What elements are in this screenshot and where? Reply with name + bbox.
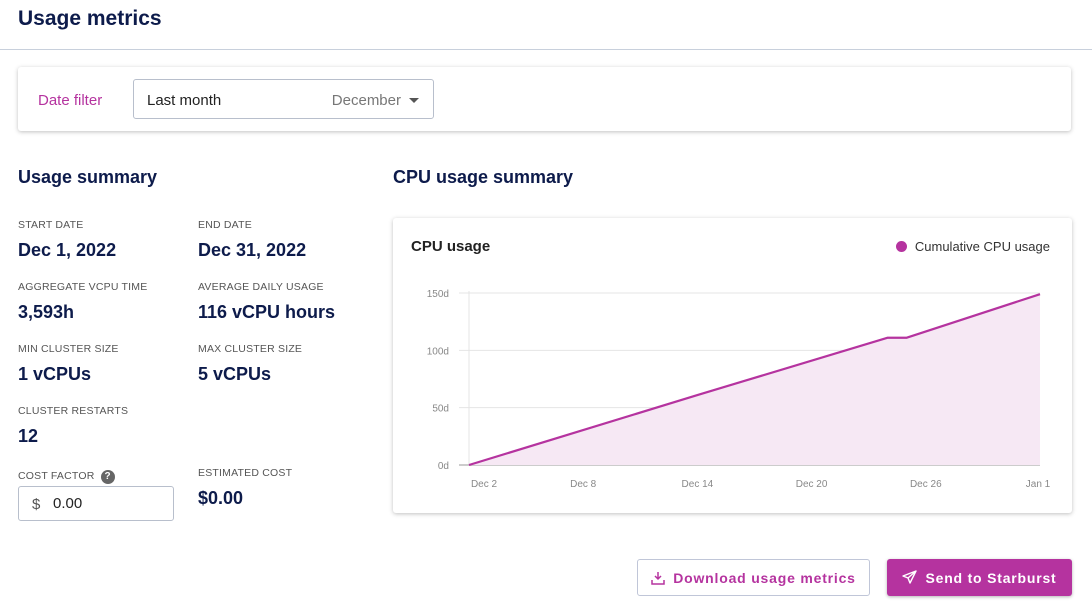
- send-label: Send to Starburst: [925, 569, 1057, 586]
- stat-label: MIN CLUSTER SIZE: [18, 343, 119, 355]
- cpu-usage-chart-card: 0d 50d 100d 150d Dec 2 Dec 8 Dec 14 Dec 20 Dec 2…: [393, 218, 1072, 513]
- help-icon[interactable]: ?: [100, 470, 115, 484]
- stat-value: 116 vCPU hours: [198, 302, 336, 322]
- chevron-down-icon: [409, 98, 419, 103]
- x-tick-label: Dec 26: [910, 479, 942, 490]
- send-to-starburst-button[interactable]: Send to Starburst: [887, 559, 1072, 596]
- download-icon: [651, 571, 665, 585]
- cost-factor-label-row: COST FACTOR?: [18, 466, 115, 484]
- stat-start-date: START DATE Dec 1, 2022: [18, 219, 116, 261]
- stat-label: CLUSTER RESTARTS: [18, 405, 129, 417]
- usage-summary-title: Usage summary: [18, 167, 158, 187]
- legend-label: Cumulative CPU usage: [914, 239, 1050, 254]
- page-title: Usage metrics: [18, 7, 162, 30]
- stat-value: 1 vCPUs: [18, 364, 92, 384]
- y-tick-label: 50d: [432, 404, 449, 415]
- stat-label: AVERAGE DAILY USAGE: [198, 281, 324, 293]
- dollar-icon: $: [32, 496, 41, 513]
- chart-legend[interactable]: Cumulative CPU usage: [895, 239, 1050, 254]
- cpu-usage-chart: 0d 50d 100d 150d Dec 2 Dec 8 Dec 14 Dec 20 Dec 2…: [427, 289, 1051, 490]
- stat-label: MAX CLUSTER SIZE: [198, 343, 303, 355]
- x-tick-label: Dec 14: [682, 479, 714, 490]
- stat-label: START DATE: [18, 219, 84, 231]
- stat-value: 3,593h: [18, 302, 75, 322]
- y-tick-label: 150d: [427, 289, 449, 300]
- divider: [0, 49, 1092, 50]
- stat-estimated-cost: ESTIMATED COST $0.00: [198, 467, 292, 509]
- date-filter-select[interactable]: Last month December: [133, 79, 434, 119]
- stat-cluster-restarts: CLUSTER RESTARTS 12: [18, 405, 128, 447]
- x-tick-label: Jan 1: [1026, 479, 1051, 490]
- x-tick-label: Dec 20: [796, 479, 828, 490]
- stat-aggregate-vcpu: AGGREGATE VCPU TIME 3,593h: [18, 281, 147, 323]
- send-icon: [902, 570, 918, 584]
- stat-min-cluster: MIN CLUSTER SIZE 1 vCPUs: [18, 343, 119, 385]
- cost-factor-label: COST FACTOR: [18, 470, 95, 482]
- legend-dot-icon: [895, 241, 907, 252]
- download-usage-metrics-button[interactable]: Download usage metrics: [637, 559, 870, 596]
- date-filter-value: Last month: [147, 92, 222, 109]
- cost-factor-input[interactable]: $: [18, 486, 174, 521]
- cpu-summary-title: CPU usage summary: [393, 167, 574, 187]
- stat-value: 5 vCPUs: [198, 364, 272, 384]
- stat-value: 12: [18, 426, 39, 446]
- stat-max-cluster: MAX CLUSTER SIZE 5 vCPUs: [198, 343, 302, 385]
- download-label: Download usage metrics: [673, 569, 856, 586]
- date-filter-month: December: [331, 92, 401, 109]
- x-tick-label: Dec 8: [570, 479, 597, 490]
- x-tick-label: Dec 2: [471, 479, 498, 490]
- date-filter-panel: Date filter Last month December: [18, 67, 1071, 131]
- stat-value: Dec 1, 2022: [18, 240, 117, 260]
- stat-average-daily: AVERAGE DAILY USAGE 116 vCPU hours: [198, 281, 335, 323]
- stat-end-date: END DATE Dec 31, 2022: [198, 219, 306, 261]
- stat-label: ESTIMATED COST: [198, 467, 293, 479]
- chart-title: CPU usage: [411, 238, 491, 255]
- stat-label: END DATE: [198, 219, 252, 231]
- stat-label: AGGREGATE VCPU TIME: [18, 281, 148, 293]
- date-filter-label: Date filter: [38, 92, 103, 109]
- stat-value: Dec 31, 2022: [198, 240, 307, 260]
- cost-factor-field[interactable]: [53, 495, 153, 512]
- stat-value: $0.00: [198, 488, 244, 508]
- y-tick-label: 0d: [438, 461, 449, 472]
- y-tick-label: 100d: [427, 346, 449, 357]
